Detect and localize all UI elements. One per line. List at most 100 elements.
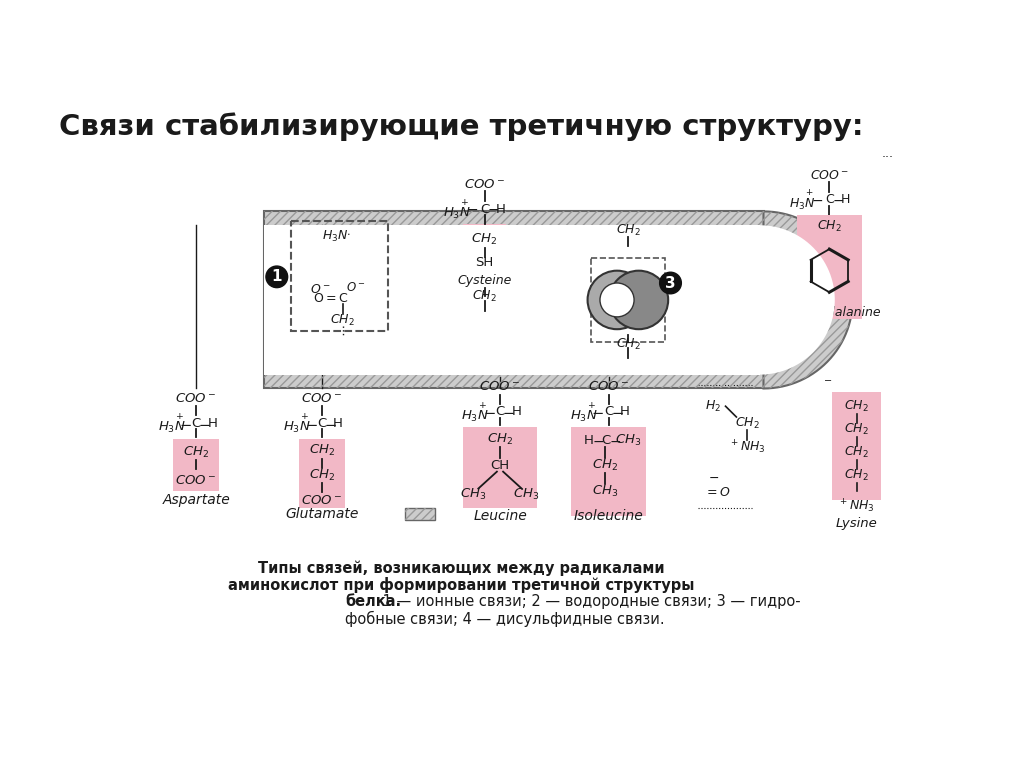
Text: $CH_2$: $CH_2$ xyxy=(817,219,842,234)
Text: $CH_2$: $CH_2$ xyxy=(487,432,513,447)
Text: $COO^-$: $COO^-$ xyxy=(810,169,849,182)
Text: $-$: $-$ xyxy=(199,416,211,430)
Text: $H_3\overset{+}{N}$: $H_3\overset{+}{N}$ xyxy=(283,411,311,435)
Text: $H_3N$: $H_3N$ xyxy=(322,229,348,245)
Text: $COO^-$: $COO^-$ xyxy=(175,392,217,405)
Text: $CH_2$: $CH_2$ xyxy=(615,337,640,352)
Polygon shape xyxy=(263,212,764,389)
Text: $CH_2$: $CH_2$ xyxy=(844,468,869,483)
Text: $\mathsf{O=C}$: $\mathsf{O=C}$ xyxy=(313,292,349,305)
Text: Phenylalanine: Phenylalanine xyxy=(794,306,881,319)
Text: $CH_3$: $CH_3$ xyxy=(615,433,642,449)
Text: $CH_2$: $CH_2$ xyxy=(183,445,209,460)
Text: $-$: $-$ xyxy=(811,193,823,207)
Text: Cysteine: Cysteine xyxy=(458,274,512,287)
Text: 3: 3 xyxy=(666,275,676,291)
Text: H: H xyxy=(511,405,521,418)
Text: белка.: белка. xyxy=(345,594,401,609)
Text: $CH_2$: $CH_2$ xyxy=(308,443,335,459)
Polygon shape xyxy=(760,225,835,374)
Text: H: H xyxy=(584,434,594,447)
Text: Glutamate: Glutamate xyxy=(285,507,358,521)
Text: $=O$: $=O$ xyxy=(703,486,730,499)
FancyBboxPatch shape xyxy=(797,216,862,319)
Text: $CH_2$: $CH_2$ xyxy=(615,223,640,239)
Text: $CH_2$: $CH_2$ xyxy=(472,288,497,304)
Text: C: C xyxy=(317,416,327,430)
Text: фобные связи; 4 — дисульфидные связи.: фобные связи; 4 — дисульфидные связи. xyxy=(345,611,665,627)
Text: $CH_2$: $CH_2$ xyxy=(844,399,869,413)
Text: $CH_2$: $CH_2$ xyxy=(471,232,498,248)
Text: H: H xyxy=(208,416,217,430)
Text: $-$: $-$ xyxy=(487,202,499,216)
Polygon shape xyxy=(764,212,853,389)
Text: $CH_2$: $CH_2$ xyxy=(331,313,355,328)
Circle shape xyxy=(588,271,646,329)
Text: $COO^-$: $COO^-$ xyxy=(301,392,342,405)
Text: C: C xyxy=(191,416,201,430)
Text: аминокислот при формировании третичной структуры: аминокислот при формировании третичной с… xyxy=(228,577,694,593)
Polygon shape xyxy=(263,225,760,374)
Text: $-$: $-$ xyxy=(304,416,317,430)
FancyBboxPatch shape xyxy=(463,225,506,272)
Text: $-$: $-$ xyxy=(592,434,604,448)
Text: $-$: $-$ xyxy=(610,404,624,419)
Text: C: C xyxy=(480,202,489,216)
Text: Aspartate: Aspartate xyxy=(163,493,230,507)
Text: $-$: $-$ xyxy=(466,202,478,216)
Circle shape xyxy=(266,266,288,288)
Text: $O^-$: $O^-$ xyxy=(310,283,331,295)
Text: C: C xyxy=(496,405,505,418)
Text: $H_3\overset{+}{N}$: $H_3\overset{+}{N}$ xyxy=(158,411,185,435)
Text: 1 — ионные связи; 2 — водородные связи; 3 — гидро-: 1 — ионные связи; 2 — водородные связи; … xyxy=(378,594,800,609)
Text: $^+NH_3$: $^+NH_3$ xyxy=(729,439,766,456)
Text: $H_3\overset{+}{N}$: $H_3\overset{+}{N}$ xyxy=(461,400,489,423)
Text: CH: CH xyxy=(490,459,510,472)
Text: $CH_3$: $CH_3$ xyxy=(461,487,486,502)
Text: $CH_2$: $CH_2$ xyxy=(844,422,869,437)
Text: $-$: $-$ xyxy=(179,416,191,430)
Text: $H_3\overset{+}{N}$: $H_3\overset{+}{N}$ xyxy=(443,197,471,221)
Text: $-$: $-$ xyxy=(831,193,844,207)
Text: H: H xyxy=(496,202,506,216)
Text: $-$: $-$ xyxy=(482,404,496,419)
Text: $CH_3$: $CH_3$ xyxy=(592,484,618,499)
Circle shape xyxy=(659,272,681,294)
Text: H: H xyxy=(333,416,343,430)
Text: $COO^-$: $COO^-$ xyxy=(175,473,217,486)
Text: $-$: $-$ xyxy=(502,404,515,419)
Text: Isoleucine: Isoleucine xyxy=(573,509,643,522)
Circle shape xyxy=(609,271,669,329)
Text: C: C xyxy=(604,405,613,418)
Text: $H_3\overset{+}{N}$: $H_3\overset{+}{N}$ xyxy=(569,400,598,423)
Text: SH: SH xyxy=(475,256,494,269)
Text: C: C xyxy=(601,434,610,447)
Text: Типы связей, возникающих между радикалами: Типы связей, возникающих между радикалам… xyxy=(258,560,665,576)
Text: Leucine: Leucine xyxy=(473,509,527,522)
Text: $O^-$: $O^-$ xyxy=(346,281,366,294)
Text: H: H xyxy=(841,193,850,206)
FancyBboxPatch shape xyxy=(831,393,882,500)
Text: H: H xyxy=(620,405,630,418)
Text: Lysine: Lysine xyxy=(836,517,878,530)
Text: $COO^-$: $COO^-$ xyxy=(464,178,505,191)
Text: Связи стабилизирующие третичную структуру:: Связи стабилизирующие третичную структур… xyxy=(59,112,863,141)
Text: $^-$: $^-$ xyxy=(821,377,833,392)
Text: $COO^-$: $COO^-$ xyxy=(588,380,630,393)
Text: $CH_3$: $CH_3$ xyxy=(513,487,540,502)
Text: $CH_2$: $CH_2$ xyxy=(308,468,335,483)
Text: $H_3\overset{+}{N}$: $H_3\overset{+}{N}$ xyxy=(790,188,815,212)
Text: $-$: $-$ xyxy=(708,470,719,483)
Text: $COO^-$: $COO^-$ xyxy=(479,380,521,393)
Text: $-$: $-$ xyxy=(591,404,604,419)
Text: C: C xyxy=(825,193,834,206)
Text: $-$: $-$ xyxy=(324,416,337,430)
Text: $CH_2$: $CH_2$ xyxy=(844,445,869,460)
Text: $\cdot$: $\cdot$ xyxy=(346,228,350,238)
Text: $CH_2$: $CH_2$ xyxy=(735,416,760,431)
Text: ...: ... xyxy=(882,147,894,160)
FancyBboxPatch shape xyxy=(299,439,345,508)
Text: $COO^-$: $COO^-$ xyxy=(301,494,342,507)
FancyBboxPatch shape xyxy=(463,427,538,508)
FancyBboxPatch shape xyxy=(571,427,646,515)
